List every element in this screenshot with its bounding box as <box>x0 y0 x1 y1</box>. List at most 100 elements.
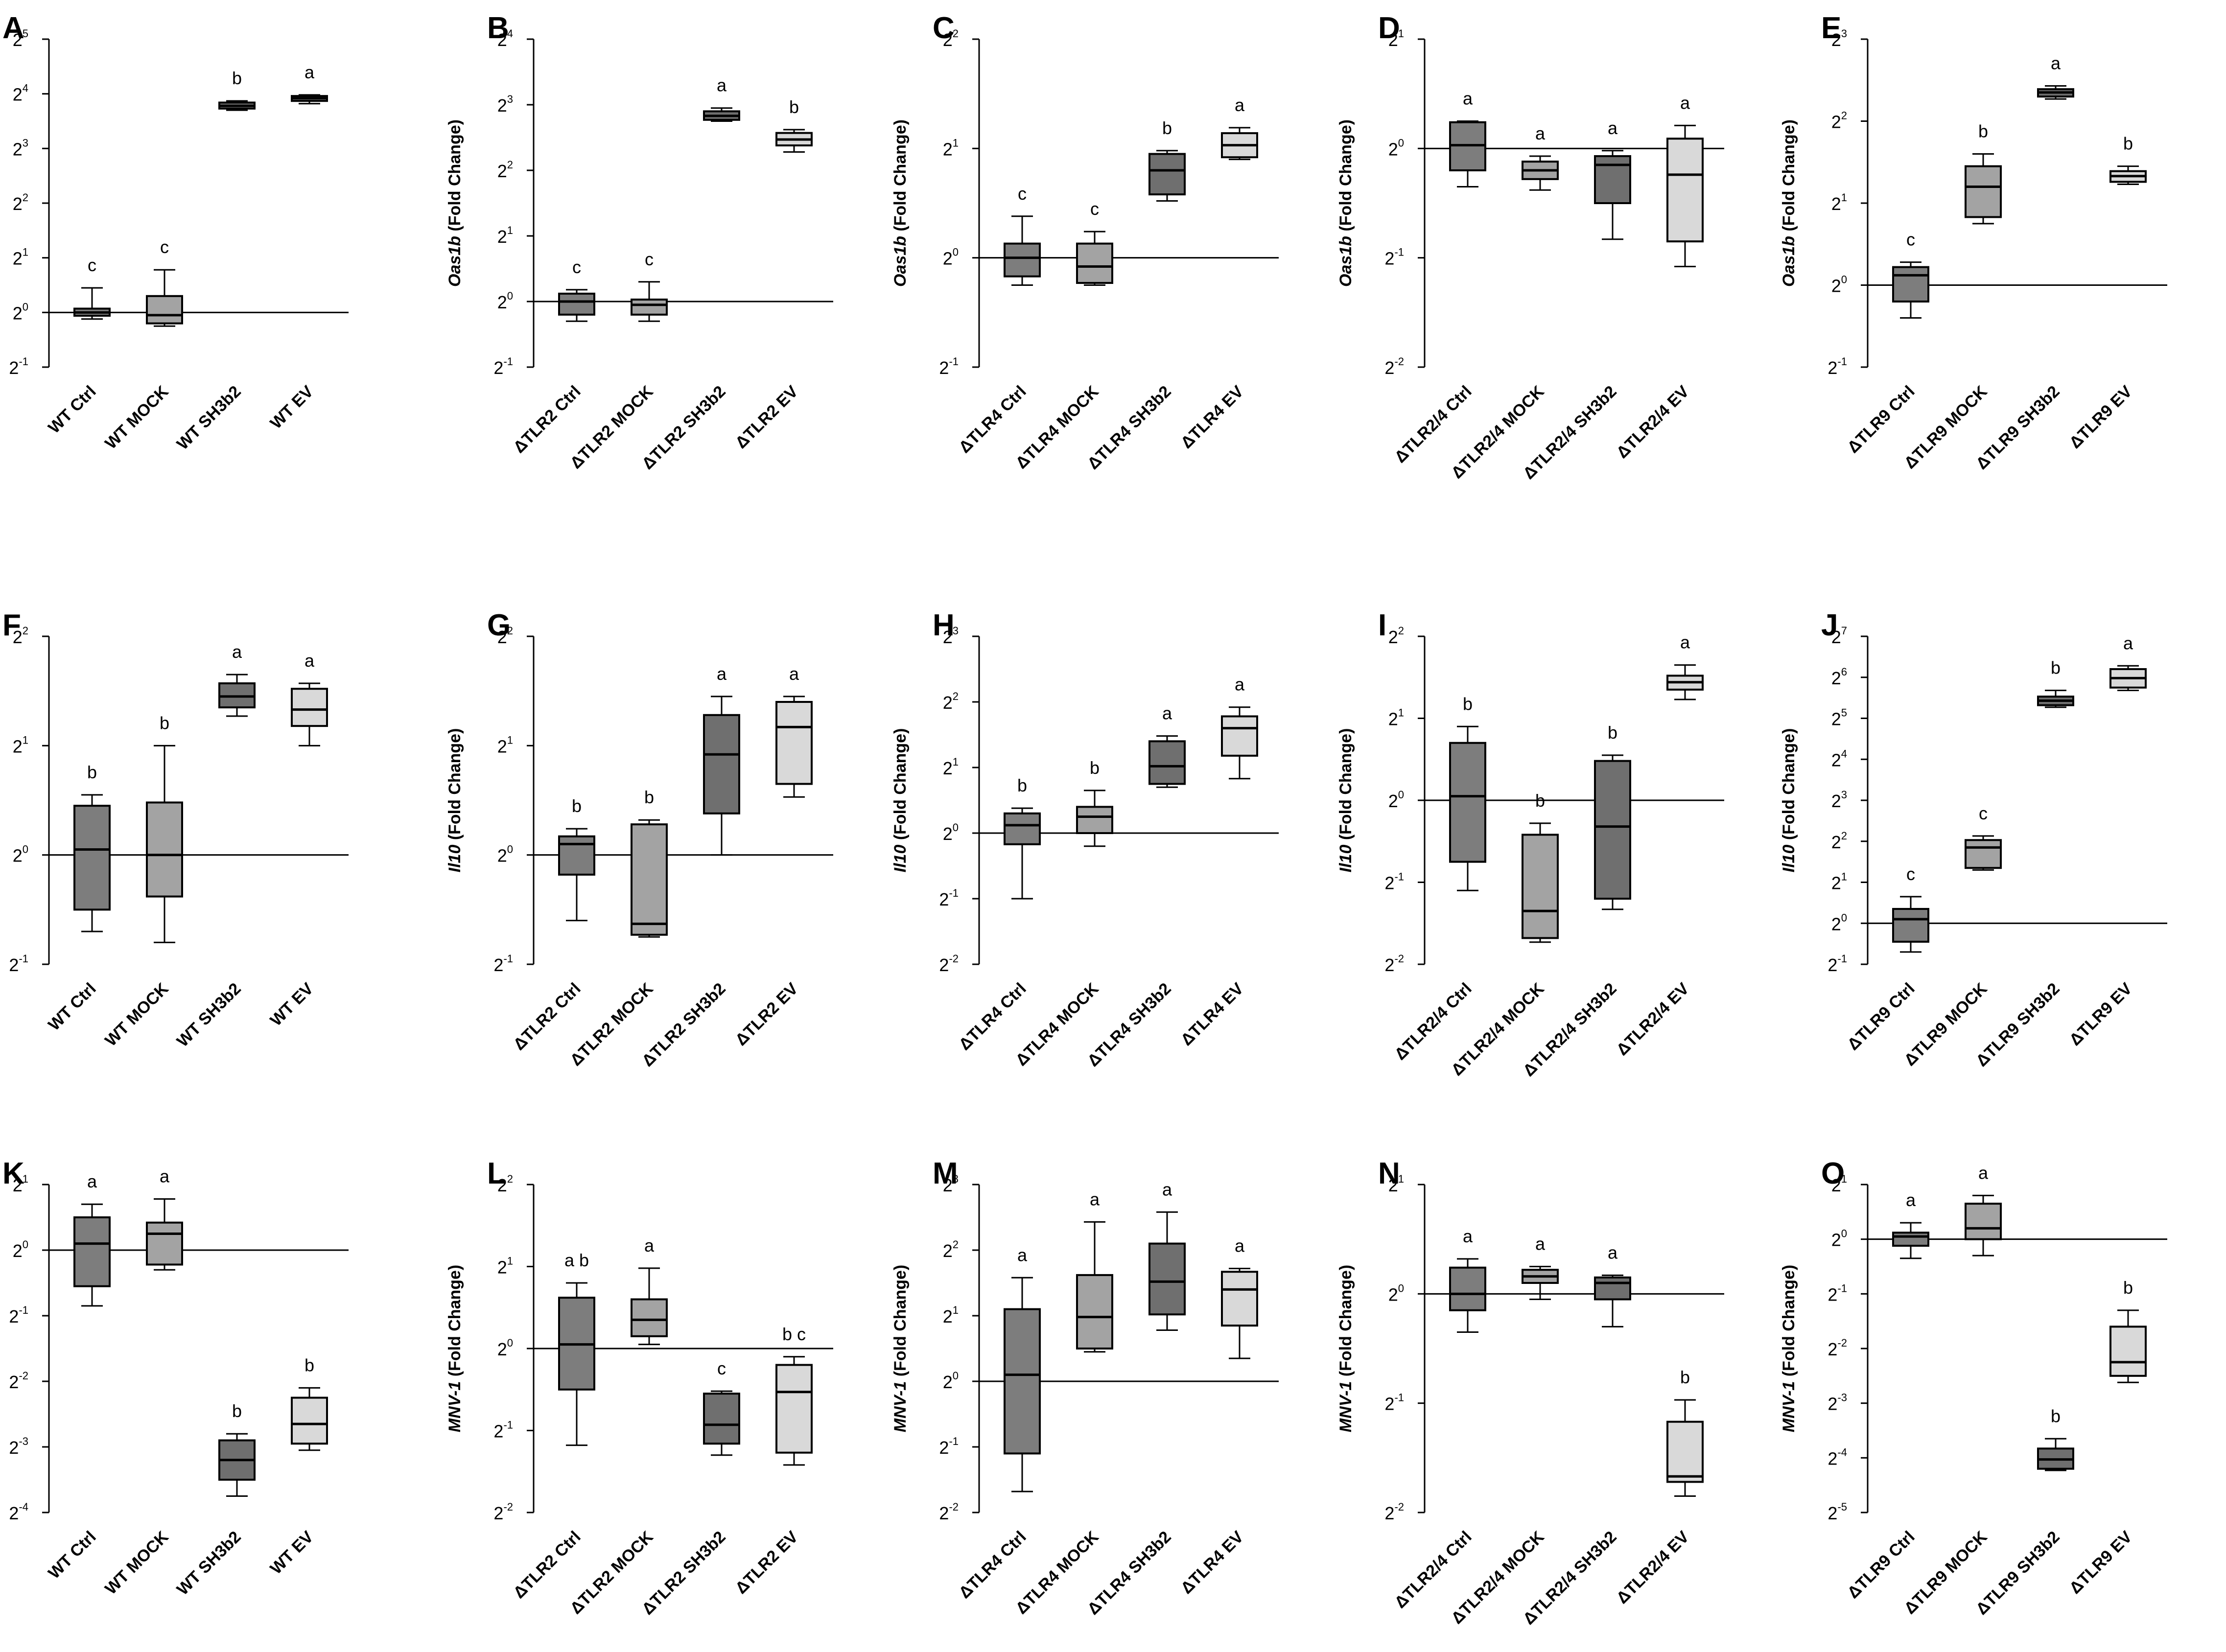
iqr-box <box>1522 834 1559 939</box>
iqr-box <box>1892 266 1929 303</box>
iqr-box <box>1892 907 1929 943</box>
y-tick-label: 20 <box>497 1337 513 1359</box>
significance-letter: c <box>1906 230 1915 250</box>
y-tick-label: 21 <box>497 1255 513 1278</box>
gene-name: Oas1b <box>445 236 464 287</box>
y-tick-label: 20 <box>943 246 959 269</box>
box-f-2: b WT MOCK <box>101 713 183 1050</box>
y-tick-label: 21 <box>13 734 28 756</box>
box-o-4: b ΔTLR9 EV <box>2066 1278 2147 1598</box>
x-category-label: ΔTLR4 Ctrl <box>955 1528 1030 1602</box>
box-a-3: b WT SH3b2 <box>173 68 256 454</box>
significance-letter: b <box>644 787 654 807</box>
y-tick-label: 20 <box>943 821 959 844</box>
significance-letter: a <box>87 1171 97 1191</box>
y-tick-label: 2-4 <box>9 1501 28 1523</box>
iqr-box <box>1004 812 1041 845</box>
y-tick-label: 2-3 <box>9 1435 28 1458</box>
y-tick-label: 21 <box>497 734 513 756</box>
box-o-1: a ΔTLR9 Ctrl <box>1844 1190 1929 1602</box>
significance-letter: c <box>88 255 96 275</box>
iqr-box <box>558 292 595 316</box>
y-tick-label: 22 <box>497 159 513 181</box>
y-tick-label: 2-1 <box>1384 246 1404 269</box>
y-tick-label: 20 <box>1831 1228 1847 1250</box>
significance-letter: c <box>1090 199 1099 219</box>
iqr-box <box>631 1298 668 1337</box>
x-category-label: WT EV <box>267 382 317 433</box>
x-category-label: WT SH3b2 <box>173 979 245 1051</box>
y-tick-label: 22 <box>943 27 959 50</box>
x-category-label: ΔTLR2 Ctrl <box>510 979 584 1054</box>
panel-label: J <box>1821 608 1838 642</box>
significance-letter: a <box>1090 1189 1100 1209</box>
y-tick-label: 2-1 <box>493 1419 513 1442</box>
y-tick-label: 2-1 <box>939 887 959 909</box>
significance-letter: b <box>1162 118 1172 138</box>
box-l-1: a b ΔTLR2 Ctrl <box>510 1250 595 1602</box>
x-category-label: WT MOCK <box>101 979 172 1050</box>
y-tick-label: 2-1 <box>9 1304 28 1326</box>
gene-name: MNV-1 <box>445 1381 464 1433</box>
box-g-4: a ΔTLR2 EV <box>732 664 813 1049</box>
y-tick-label: 21 <box>1388 27 1404 50</box>
y-tick-label: 21 <box>1388 707 1404 729</box>
box-a-4: a WT EV <box>267 62 328 433</box>
iqr-box <box>291 1396 328 1445</box>
box-f-4: a WT EV <box>267 651 328 1030</box>
iqr-box <box>73 1216 111 1287</box>
y-tick-label: 22 <box>943 690 959 713</box>
gene-name: Il10 <box>891 845 910 873</box>
iqr-box <box>703 714 740 814</box>
y-axis-title: Oas1b (Fold Change) <box>1780 119 1798 287</box>
iqr-box <box>775 701 813 785</box>
x-category-label: WT Ctrl <box>45 1528 99 1582</box>
y-tick-label: 2-1 <box>1384 871 1404 893</box>
significance-letter: a <box>644 1235 655 1256</box>
significance-letter: b c <box>782 1324 806 1344</box>
y-tick-label: 2-1 <box>493 953 513 975</box>
box-g-1: b ΔTLR2 Ctrl <box>510 796 595 1054</box>
panel-label: E <box>1821 11 1841 45</box>
box-k-1: a WT Ctrl <box>45 1171 111 1582</box>
y-tick-label: 20 <box>1388 1282 1404 1304</box>
box-b-4: b ΔTLR2 EV <box>732 97 813 452</box>
significance-letter: c <box>645 249 654 269</box>
significance-letter: a <box>1680 93 1690 113</box>
y-axis-title: MNV-1 (Fold Change) <box>445 1265 464 1433</box>
y-tick-label: 23 <box>1831 27 1847 50</box>
significance-letter: a <box>1017 1245 1028 1265</box>
significance-letter: b <box>1680 1367 1690 1387</box>
iqr-box <box>146 801 183 898</box>
iqr-box <box>1965 1203 2002 1240</box>
iqr-box <box>1076 242 1113 284</box>
iqr-box <box>1666 1420 1704 1483</box>
box-c-1: c ΔTLR4 Ctrl <box>955 184 1041 457</box>
y-tick-label: 2-1 <box>939 1435 959 1458</box>
box-m-4: a ΔTLR4 EV <box>1177 1236 1258 1598</box>
significance-letter: a <box>1978 1163 1989 1183</box>
y-tick-label: 2-1 <box>1384 1392 1404 1414</box>
x-category-label: ΔTLR4 Ctrl <box>955 979 1030 1054</box>
significance-letter: b <box>2123 134 2133 154</box>
significance-letter: a <box>717 664 727 684</box>
x-category-label: WT EV <box>267 979 317 1030</box>
iqr-box <box>1221 1271 1258 1327</box>
x-category-label: ΔTLR9 EV <box>2066 979 2136 1049</box>
iqr-box <box>291 688 328 727</box>
y-axis-title: MNV-1 (Fold Change) <box>1336 1265 1355 1433</box>
y-axis-title-suffix: (Fold Change) <box>1780 1265 1798 1381</box>
x-category-label: WT EV <box>267 1528 317 1578</box>
panel-label: N <box>1378 1157 1400 1190</box>
x-category-label: ΔTLR2/4 EV <box>1613 382 1693 462</box>
y-axis-title: Il10 (Fold Change) <box>1780 728 1798 873</box>
gene-name: MNV-1 <box>1336 1381 1355 1433</box>
x-category-label: ΔTLR4 EV <box>1177 382 1247 452</box>
y-axis-title: Il10 (Fold Change) <box>891 728 910 873</box>
